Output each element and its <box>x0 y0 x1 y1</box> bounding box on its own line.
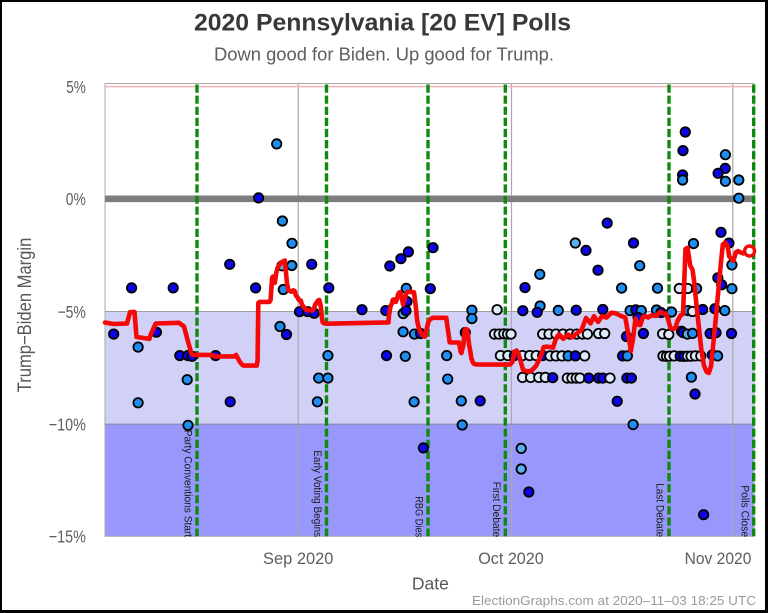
svg-text:Party Conventions Start: Party Conventions Start <box>182 430 194 538</box>
svg-text:0%: 0% <box>66 189 86 209</box>
svg-text:Trump−Biden Margin: Trump−Biden Margin <box>15 238 36 393</box>
svg-text:RBG Dies: RBG Dies <box>413 496 425 538</box>
svg-text:First Debate: First Debate <box>490 482 502 538</box>
svg-text:Oct 2020: Oct 2020 <box>478 550 544 568</box>
svg-text:−5%: −5% <box>58 302 86 322</box>
svg-text:−10%: −10% <box>49 415 86 435</box>
svg-text:Sep 2020: Sep 2020 <box>263 550 333 568</box>
svg-text:Polls Close: Polls Close <box>738 485 750 537</box>
svg-text:Early Voting Begins: Early Voting Begins <box>311 450 323 538</box>
svg-text:Down good for Biden. Up good f: Down good for Biden. Up good for Trump. <box>214 44 554 64</box>
svg-text:5%: 5% <box>66 77 86 97</box>
svg-text:Last Debate: Last Debate <box>654 483 666 537</box>
svg-text:Nov 2020: Nov 2020 <box>685 550 752 568</box>
svg-text:Date: Date <box>412 573 449 593</box>
svg-text:−15%: −15% <box>49 527 86 547</box>
svg-text:ElectionGraphs.com at 2020–11–: ElectionGraphs.com at 2020–11–03 18:25 U… <box>472 593 756 608</box>
svg-text:2020 Pennsylvania [20 EV] Poll: 2020 Pennsylvania [20 EV] Polls <box>194 10 571 37</box>
